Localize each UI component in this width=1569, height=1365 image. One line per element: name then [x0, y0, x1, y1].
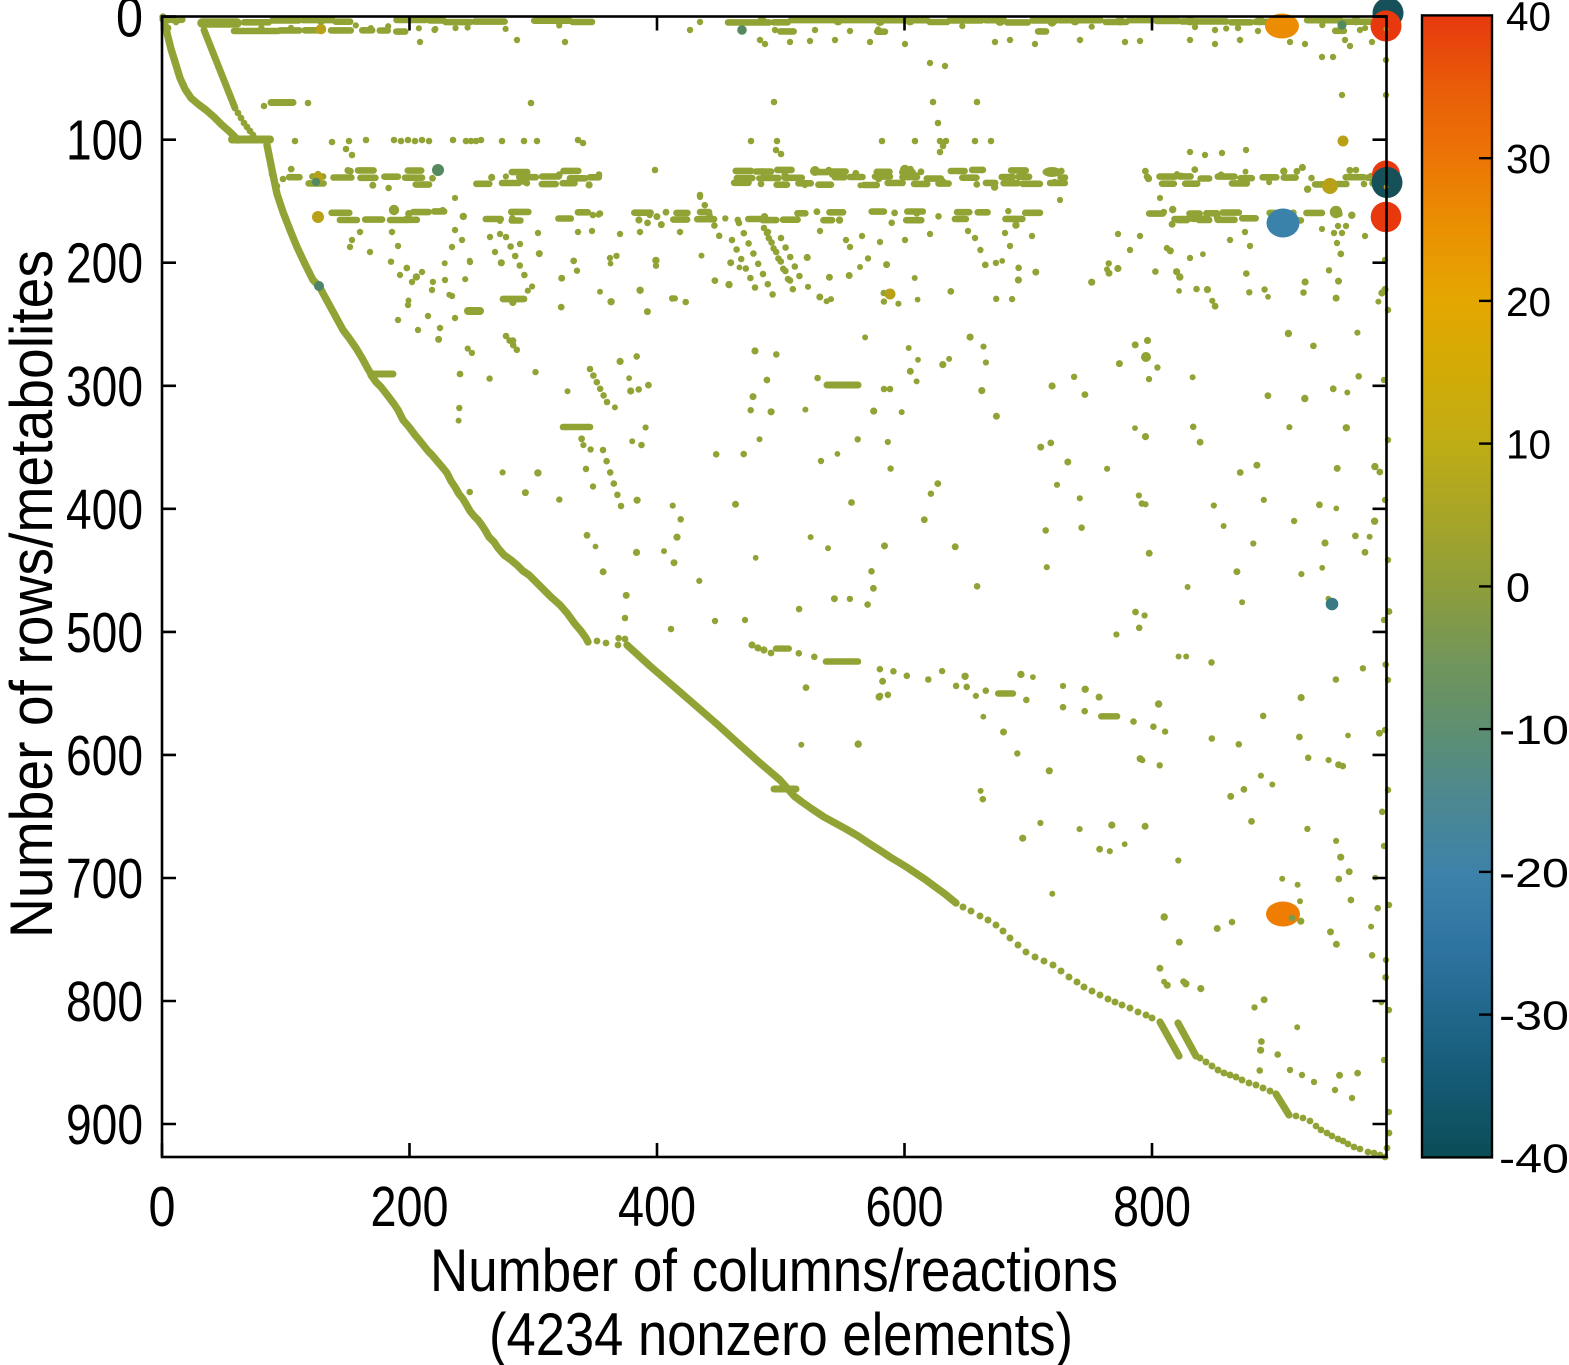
svg-text:600: 600 — [866, 1175, 944, 1239]
svg-text:-30: -30 — [1499, 993, 1569, 1039]
svg-text:100: 100 — [66, 109, 143, 173]
svg-text:200: 200 — [371, 1175, 449, 1239]
svg-text:600: 600 — [66, 724, 143, 788]
svg-text:(4234 nonzero elements): (4234 nonzero elements) — [489, 1301, 1073, 1365]
svg-text:10: 10 — [1506, 422, 1551, 468]
svg-text:Number of rows/metabolites: Number of rows/metabolites — [0, 250, 65, 938]
svg-text:0: 0 — [1506, 564, 1530, 610]
svg-text:20: 20 — [1506, 279, 1551, 325]
svg-text:0: 0 — [149, 1175, 176, 1239]
svg-text:40: 40 — [1506, 0, 1551, 39]
svg-text:200: 200 — [66, 232, 143, 296]
svg-text:-40: -40 — [1499, 1135, 1569, 1181]
svg-text:700: 700 — [66, 847, 143, 911]
svg-text:0: 0 — [116, 0, 143, 50]
svg-text:800: 800 — [66, 970, 143, 1034]
svg-text:400: 400 — [618, 1175, 696, 1239]
svg-text:-20: -20 — [1499, 850, 1569, 896]
svg-text:300: 300 — [66, 355, 143, 419]
svg-text:800: 800 — [1113, 1175, 1191, 1239]
svg-text:30: 30 — [1506, 136, 1551, 182]
svg-text:500: 500 — [66, 601, 143, 665]
svg-text:Number of columns/reactions: Number of columns/reactions — [430, 1237, 1118, 1304]
svg-text:400: 400 — [66, 478, 143, 542]
svg-text:900: 900 — [66, 1093, 143, 1157]
svg-text:-10: -10 — [1499, 707, 1569, 753]
